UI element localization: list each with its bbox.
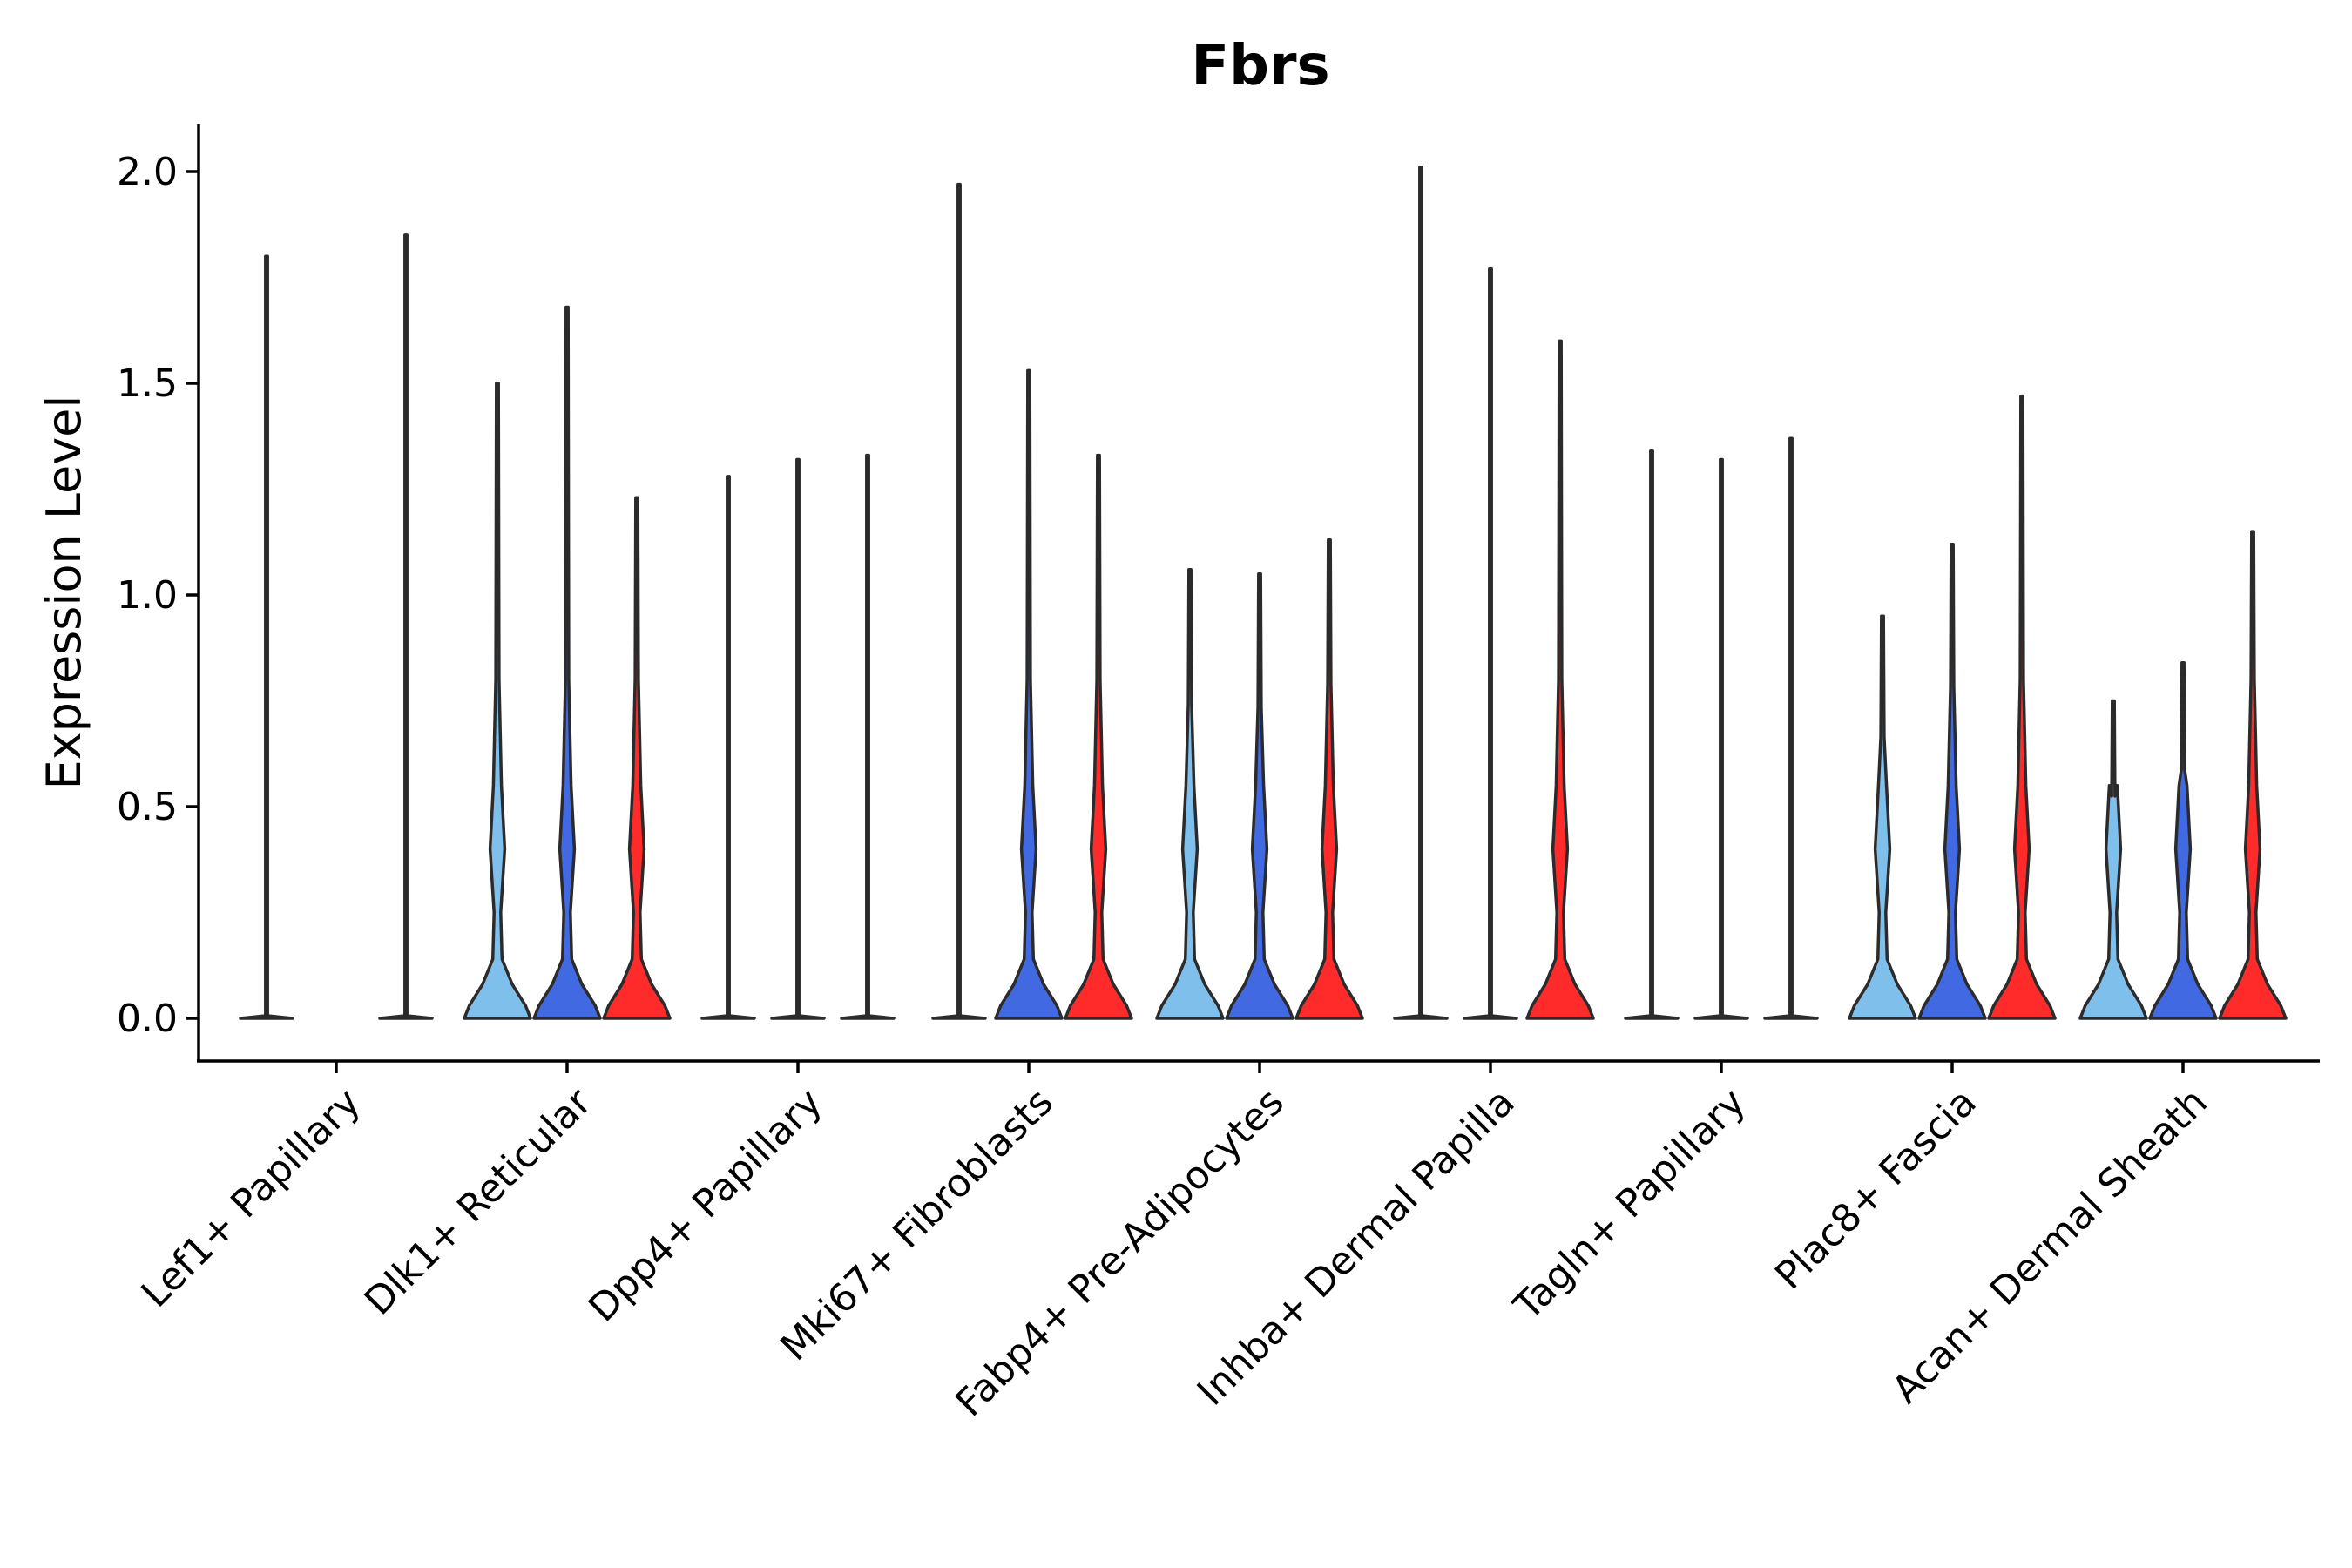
x-tick-label: Dlk1+ Reticular [356,1079,601,1324]
x-tick-label: Dpp4+ Papillary [580,1080,831,1331]
x-tick-label: Plac8+ Fascia [1767,1080,1985,1299]
y-ticks: 0.0 0.5 1.0 1.5 2.0 [117,150,199,1041]
chart-title: Fbrs [1191,34,1329,98]
violin-1 [1848,614,1917,1020]
violin-2 [1463,267,1518,1020]
violin-3 [602,496,672,1020]
violin-3 [1763,436,1819,1020]
violin-2 [2148,661,2218,1020]
violin-1 [2078,699,2148,1020]
violin-1 [239,254,294,1020]
violin-2 [770,457,826,1020]
violin-1 [700,475,756,1020]
violin-2 [1693,457,1749,1020]
y-tick-label: 1.5 [117,362,178,406]
violin-2 [1225,571,1294,1020]
violin-3 [1294,538,1364,1020]
x-tick-label: Tagln+ Papillary [1505,1080,1754,1329]
violin-3 [840,453,896,1020]
y-tick-label: 2.0 [117,150,178,194]
violin-3 [1064,453,1133,1020]
y-tick-label: 1.0 [117,573,178,618]
violin-1 [1624,449,1680,1020]
violin-3 [2218,530,2288,1020]
violin-1 [1155,568,1225,1020]
violin-1 [931,182,987,1020]
violin-2 [994,368,1064,1020]
violin-group [239,166,2288,1020]
violin-2 [1917,542,1987,1020]
y-tick-label: 0.5 [117,785,178,829]
violin-1 [1393,166,1449,1020]
y-axis-label: Expression Level [37,395,91,790]
violin-3 [378,233,434,1020]
y-tick-label: 0.0 [117,997,178,1041]
violin-2 [532,305,602,1020]
violin-3 [1987,394,2057,1020]
x-tick-label: Lef1+ Papillary [133,1080,369,1316]
violin-3 [1525,339,1595,1020]
violin-1 [463,382,532,1020]
